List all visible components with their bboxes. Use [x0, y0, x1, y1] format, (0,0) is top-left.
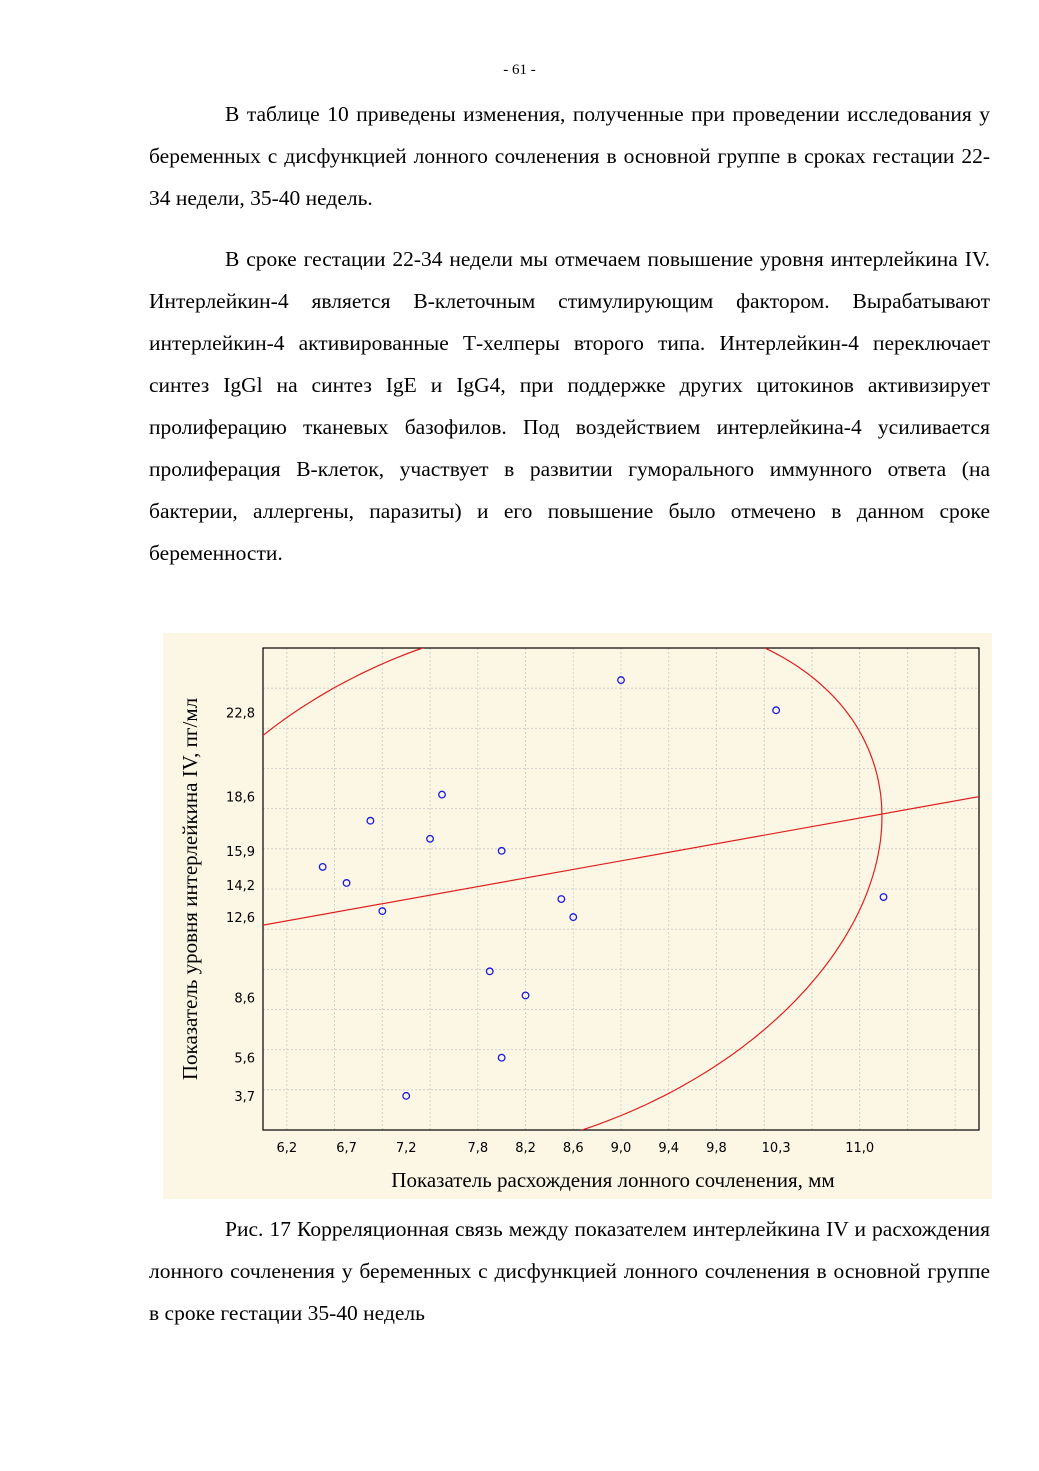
regression-line: [263, 796, 979, 926]
y-tick-labels: 3,7 5,6 8,6 12,6 14,2 15,9 18,6 22,8: [226, 706, 255, 1105]
data-point: [497, 846, 506, 855]
page-number: - 61 -: [503, 62, 536, 78]
x-tick-label: 9,0: [611, 1141, 632, 1156]
x-tick-label: 11,0: [845, 1141, 874, 1156]
paragraph-1: В таблице 10 приведены изменения, получе…: [149, 102, 990, 210]
y-tick-label: 12,6: [226, 911, 255, 926]
data-point: [521, 991, 530, 1000]
y-tick-label: 18,6: [226, 791, 255, 806]
data-point: [569, 913, 578, 922]
data-point: [426, 834, 435, 843]
data-point: [378, 907, 387, 916]
x-axis-label: Показатель расхождения лонного сочленени…: [391, 1168, 834, 1192]
point-layer: [318, 676, 888, 1100]
data-point: [342, 879, 351, 887]
data-point: [318, 862, 327, 871]
x-tick-label: 6,2: [277, 1141, 298, 1156]
data-point: [438, 790, 446, 799]
x-tick-label: 10,3: [762, 1141, 791, 1156]
y-tick-label: 5,6: [234, 1052, 255, 1067]
plot-frame: [262, 647, 980, 1131]
paragraph-2: В сроке гестации 22-34 недели мы отмечае…: [149, 247, 990, 565]
data-point: [617, 676, 625, 685]
x-tick-label: 7,2: [396, 1141, 417, 1156]
data-point: [402, 1091, 411, 1100]
grid-layer: [263, 648, 979, 1130]
x-tick-labels: 6,2 6,7 7,2 7,8 8,2 8,6 9,0 9,4 9,8 10,3 11,0: [277, 1141, 875, 1156]
x-tick-label: 6,7: [336, 1141, 357, 1156]
x-tick-label: 8,2: [515, 1141, 536, 1156]
data-point: [557, 895, 566, 903]
x-tick-label: 9,8: [706, 1141, 727, 1156]
x-tick-label: 7,8: [467, 1141, 488, 1156]
x-tick-label: 9,4: [658, 1141, 679, 1156]
y-tick-label: 22,8: [226, 706, 255, 721]
y-tick-label: 8,6: [234, 991, 255, 1006]
y-axis-label: Показатель уровня интерлейкина IV, пг/мл: [178, 698, 202, 1080]
curve-layer: [263, 648, 979, 1130]
chart-svg: 6,2 6,7 7,2 7,8 8,2 8,6 9,0 9,4 9,8 10,3 11,0 3,7 5…: [178, 647, 980, 1192]
data-point: [497, 1053, 506, 1062]
data-point: [366, 816, 375, 825]
scatter-chart: 6,2 6,7 7,2 7,8 8,2 8,6 9,0 9,4 9,8 10,3 11,0 3,7 5…: [163, 633, 992, 1199]
y-tick-label: 14,2: [226, 879, 255, 894]
data-point: [485, 967, 494, 976]
x-tick-label: 8,6: [563, 1141, 584, 1156]
data-point: [772, 706, 781, 715]
figure-caption: Рис. 17 Корреляционная связь между показ…: [149, 1217, 990, 1325]
y-tick-label: 3,7: [234, 1090, 255, 1105]
y-tick-label: 15,9: [226, 845, 255, 860]
confidence-ellipse: [263, 648, 883, 1130]
data-point: [879, 893, 888, 901]
